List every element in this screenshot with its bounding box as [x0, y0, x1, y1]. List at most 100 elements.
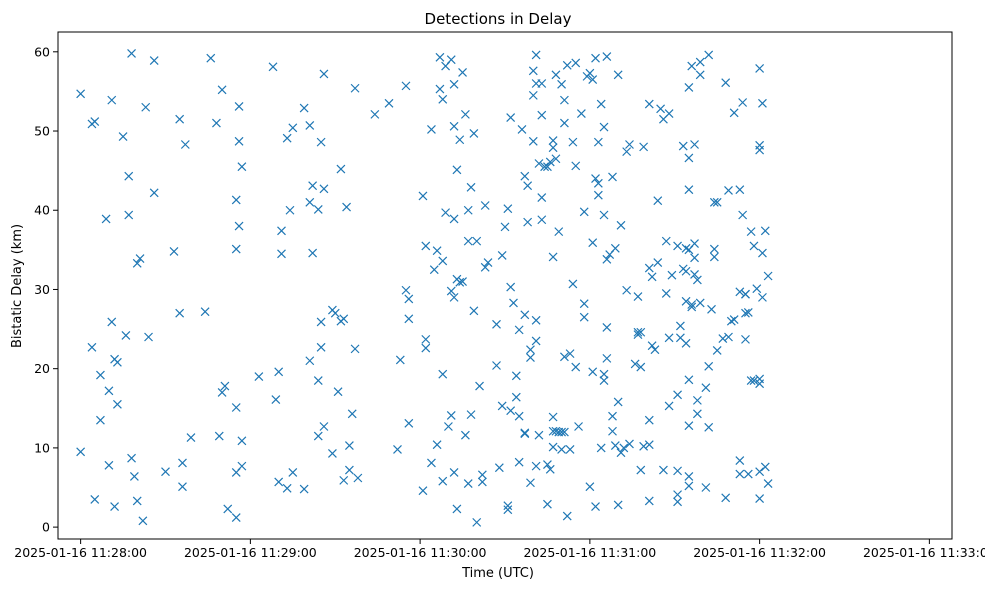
data-point [507, 407, 515, 415]
data-point [306, 357, 314, 365]
data-point [722, 79, 730, 87]
data-point [351, 84, 359, 92]
data-point [739, 211, 747, 219]
data-point [439, 370, 447, 378]
data-point [625, 440, 633, 448]
data-point [552, 71, 560, 79]
data-point [430, 266, 438, 274]
data-point [566, 445, 574, 453]
data-point [422, 335, 430, 343]
data-point [433, 441, 441, 449]
data-point [586, 483, 594, 491]
data-point [286, 206, 294, 214]
x-tick-label: 2025-01-16 11:30:00 [354, 545, 487, 560]
data-point [600, 123, 608, 131]
data-point [320, 70, 328, 78]
data-point [756, 375, 764, 383]
data-point [340, 476, 348, 484]
data-point [674, 498, 682, 506]
data-point [433, 247, 441, 255]
data-point [493, 362, 501, 370]
data-point [176, 309, 184, 317]
data-point [459, 68, 467, 76]
data-point [102, 215, 110, 223]
data-point [181, 140, 189, 148]
data-point [549, 413, 557, 421]
data-point [130, 472, 138, 480]
data-point [640, 442, 648, 450]
data-point [518, 125, 526, 133]
data-point [334, 388, 342, 396]
data-point [467, 411, 475, 419]
data-point [283, 484, 291, 492]
data-point [532, 462, 540, 470]
data-point [580, 300, 588, 308]
data-point [756, 146, 764, 154]
data-point [142, 103, 150, 111]
data-point [278, 250, 286, 258]
data-point [645, 264, 653, 272]
data-point [218, 86, 226, 94]
data-point [509, 299, 517, 307]
data-point [756, 468, 764, 476]
x-tick-label: 2025-01-16 11:32:00 [693, 545, 826, 560]
data-point [589, 368, 597, 376]
data-point [679, 142, 687, 150]
data-point [289, 124, 297, 132]
data-point [289, 468, 297, 476]
data-point [575, 423, 583, 431]
data-point [133, 497, 141, 505]
data-point [128, 454, 136, 462]
data-point [504, 205, 512, 213]
data-point [320, 185, 328, 193]
data-point [275, 368, 283, 376]
data-point [750, 242, 758, 250]
data-point [238, 462, 246, 470]
data-point [696, 299, 704, 307]
data-point [447, 56, 455, 64]
plot-frame [58, 32, 952, 539]
data-point [145, 333, 153, 341]
data-point [133, 259, 141, 267]
y-tick-label: 50 [34, 124, 50, 139]
data-markers [77, 49, 772, 526]
y-axis-label: Bistatic Delay (km) [10, 224, 25, 348]
x-tick-label: 2025-01-16 11:33:00 [863, 545, 985, 560]
data-point [136, 255, 144, 263]
data-point [309, 249, 317, 257]
data-point [255, 373, 263, 381]
data-point [283, 134, 291, 142]
x-tick-label: 2025-01-16 11:31:00 [523, 545, 656, 560]
data-point [662, 289, 670, 297]
data-point [674, 491, 682, 499]
data-point [343, 203, 351, 211]
data-point [521, 172, 529, 180]
data-point [521, 311, 529, 319]
data-point [592, 503, 600, 511]
data-point [529, 137, 537, 145]
data-point [507, 114, 515, 122]
data-point [422, 242, 430, 250]
data-point [515, 412, 523, 420]
data-point [215, 432, 223, 440]
data-point [761, 463, 769, 471]
data-point [504, 502, 512, 510]
data-point [705, 51, 713, 59]
data-point [512, 393, 520, 401]
data-point [620, 444, 628, 452]
data-point [529, 67, 537, 75]
data-point [648, 342, 656, 350]
data-point [501, 223, 509, 231]
data-point [278, 227, 286, 235]
data-point [393, 445, 401, 453]
y-tick-label: 60 [34, 44, 50, 59]
data-point [753, 285, 761, 293]
y-tick-label: 40 [34, 203, 50, 218]
data-point [597, 100, 605, 108]
data-point [178, 459, 186, 467]
data-point [235, 137, 243, 145]
data-point [176, 115, 184, 123]
data-point [371, 110, 379, 118]
data-point [317, 318, 325, 326]
data-point [617, 221, 625, 229]
